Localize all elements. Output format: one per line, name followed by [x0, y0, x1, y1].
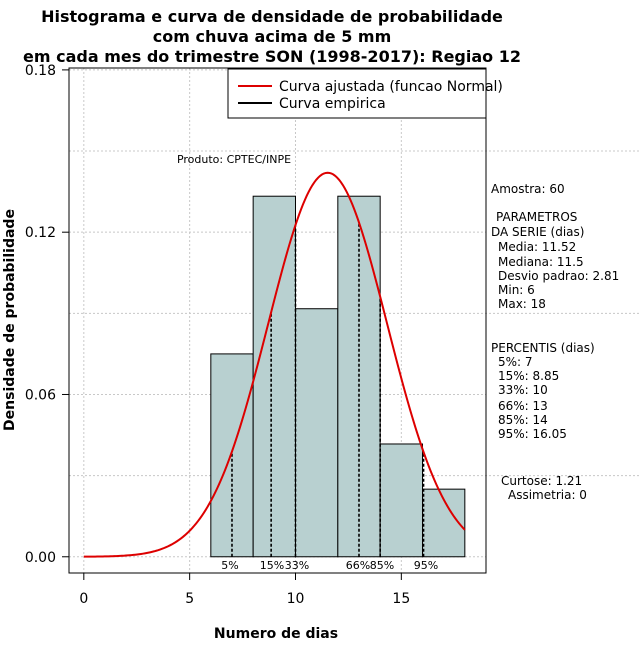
x-tick-label: 0	[79, 591, 88, 607]
stats-text-line: Mediana: 11.5	[498, 255, 584, 269]
chart-title-line: em cada mes do trimestre SON (1998-2017)…	[23, 47, 521, 66]
percentile-label: 5%	[221, 559, 238, 572]
plot-frame	[68, 67, 487, 574]
stats-text-line: 5%: 7	[498, 355, 533, 369]
percentile-label: 95%	[414, 559, 438, 572]
percentile-label: 85%	[370, 559, 394, 572]
histogram-bar	[294, 308, 339, 558]
stats-text-line: Max: 18	[498, 297, 546, 311]
percentile-label: 66%	[346, 559, 370, 572]
percentile-label: 33%	[285, 559, 309, 572]
stats-text-line: Curtose: 1.21	[501, 474, 582, 488]
chart-title-line: Histograma e curva de densidade de proba…	[41, 7, 503, 26]
normal-fit-curve	[83, 171, 466, 558]
x-tick-label: 15	[392, 591, 410, 607]
legend-entry-label: Curva empirica	[279, 96, 386, 112]
y-tick-label: 0.06	[25, 387, 56, 403]
stats-text-line: PERCENTIS (dias)	[491, 341, 595, 355]
stats-text-line: 95%: 16.05	[498, 427, 567, 441]
stats-text-line: Desvio padrao: 2.81	[498, 269, 619, 283]
stats-text-line: DA SERIE (dias)	[491, 225, 584, 239]
histogram-bar	[252, 195, 296, 558]
y-tick-label: 0.12	[25, 225, 56, 241]
y-axis-label: Densidade de probabilidade	[2, 209, 18, 431]
chart-title-line: com chuva acima de 5 mm	[153, 27, 392, 46]
stats-text-line: 15%: 8.85	[498, 369, 559, 383]
stats-text-line: Amostra: 60	[491, 182, 565, 196]
x-axis-label: Numero de dias	[214, 626, 338, 642]
product-annotation: Produto: CPTEC/INPE	[177, 153, 291, 166]
stats-text-line: 33%: 10	[498, 383, 548, 397]
stats-text-line: 66%: 13	[498, 399, 548, 413]
histogram-bar	[379, 443, 423, 558]
x-tick-label: 10	[287, 591, 305, 607]
stats-text-line: 85%: 14	[498, 413, 548, 427]
percentile-label: 15%	[260, 559, 284, 572]
x-tick-label: 5	[185, 591, 194, 607]
y-tick-label: 0.18	[25, 63, 56, 79]
legend-entry-label: Curva ajustada (funcao Normal)	[279, 79, 503, 95]
y-tick-label: 0.00	[25, 550, 56, 566]
stats-text-line: Min: 6	[498, 283, 535, 297]
stats-text-line: Assimetria: 0	[508, 488, 587, 502]
stats-text-line: PARAMETROS	[496, 210, 577, 224]
legend-box	[227, 68, 487, 119]
stats-text-line: Media: 11.52	[498, 240, 576, 254]
